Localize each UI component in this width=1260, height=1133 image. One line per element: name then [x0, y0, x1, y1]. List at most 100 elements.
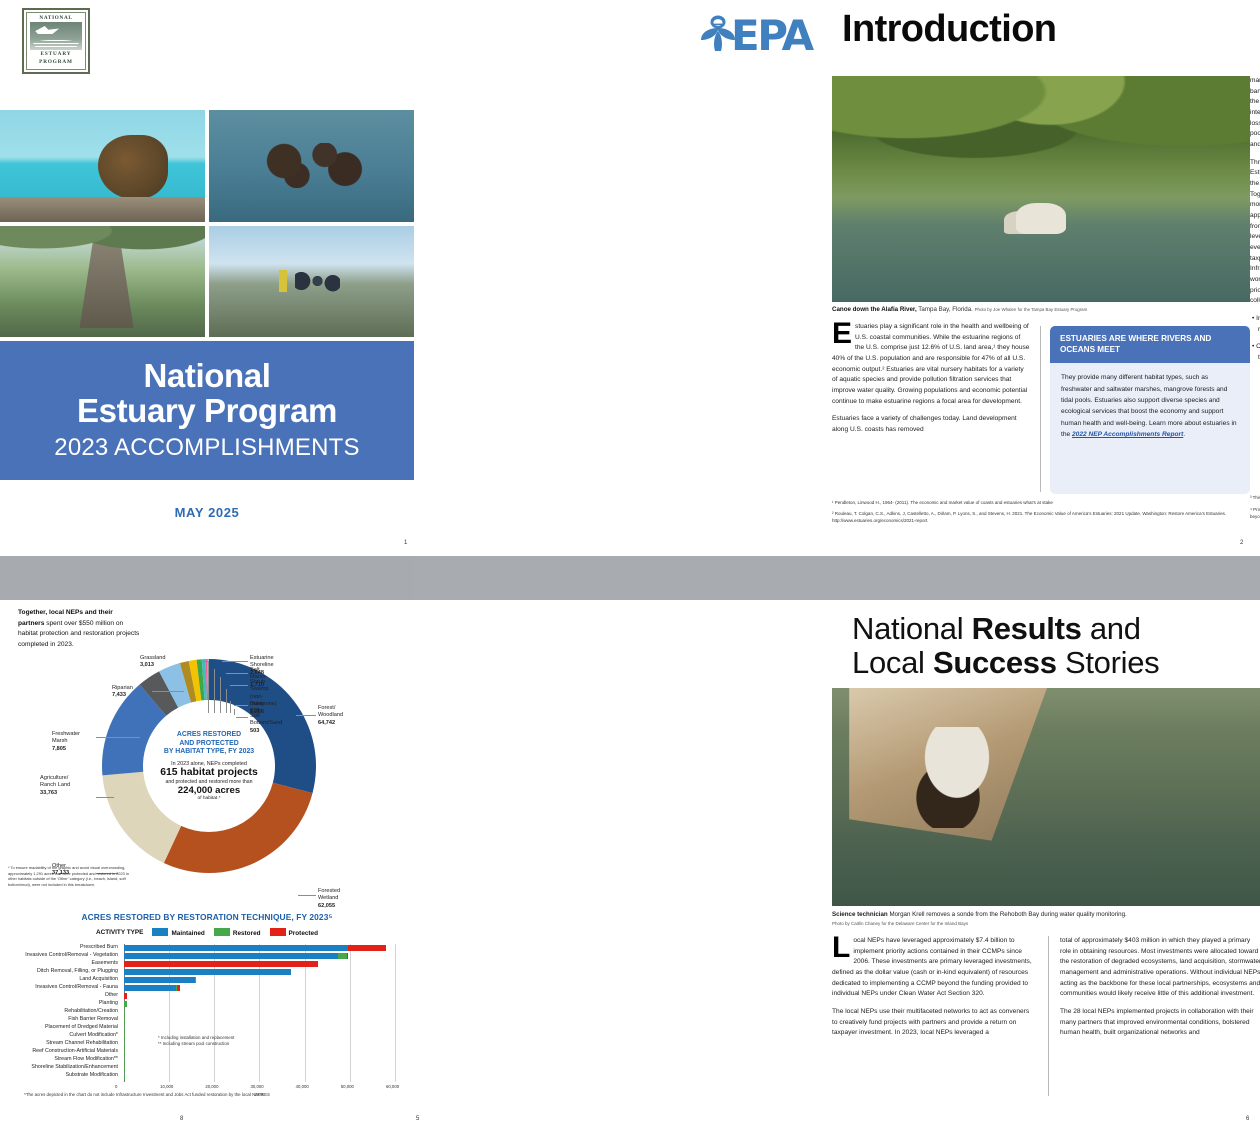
bar-segment-maintained [124, 944, 349, 951]
results-page: National Results and Local Success Stori… [414, 600, 1260, 1133]
bar-row [124, 1024, 404, 1031]
bar-segment-restored [124, 1024, 125, 1031]
donut-leader-line [298, 895, 316, 896]
results-body-column-e: total of approximately $403 million in w… [1060, 937, 1260, 1037]
bar-xtick: 40,000 [295, 1084, 309, 1089]
bar-segment-protected [348, 944, 387, 951]
bar-segment-protected [177, 984, 180, 991]
bar-chart-legend: ACTIVITY TYPE Maintained Restored Protec… [0, 928, 414, 937]
callout-link[interactable]: 2022 NEP Accomplishments Report [1072, 430, 1184, 438]
cover-title-band: National Estuary Program 2023 ACCOMPLISHM… [0, 341, 414, 480]
donut-label-forested-wetland: Forested Wetland 62,055 [318, 888, 341, 909]
donut-leader-vertical [220, 677, 221, 713]
intro-body-column-a: Estuaries play a significant role in the… [832, 317, 1030, 434]
bar-note: * Including installation and replacement [158, 1035, 235, 1041]
bar-row [124, 984, 404, 991]
donut-leader-line [96, 797, 114, 798]
caption-canoe: Canoe down the Alafia River, Tampa Bay, … [832, 306, 1088, 313]
bar-chart-title: ACRES RESTORED BY RESTORATION TECHNIQUE,… [81, 912, 333, 922]
bar-xtick: 30,000 [250, 1084, 264, 1089]
spread-introduction: NATIONAL ESTUARY PROGRAM National Estuary … [0, 0, 1260, 556]
bar-row [124, 976, 404, 983]
donut-leader-vertical [214, 669, 215, 713]
page-number-6: 6 [1246, 1116, 1250, 1122]
bar-row [124, 1072, 404, 1079]
nep-logo-top-text: NATIONAL [39, 15, 73, 21]
cover-page: NATIONAL ESTUARY PROGRAM National Estuary … [0, 0, 414, 556]
bar-segment-restored [124, 1056, 125, 1063]
bar-xtick: 20,000 [205, 1084, 219, 1089]
legend-activity-type-label: ACTIVITY TYPE [95, 929, 144, 936]
bar-row [124, 1048, 404, 1055]
donut-leader-line [226, 673, 248, 674]
donut-slice-5 [159, 663, 192, 708]
donut-chart-habitat: ACRES RESTORED AND PROTECTED BY HABITAT TY… [100, 657, 318, 875]
bar-category-label: Invasives Control/Removal - Vegetation [25, 952, 118, 958]
charts-page: Together, local NEPs and their partners … [0, 600, 414, 1133]
donut-label-grassland: Grassland 3,013 [140, 655, 166, 669]
bar-category-label: Prescribed Burn [80, 944, 118, 950]
bar-note: ** Including stream pool construction [158, 1041, 230, 1047]
bar-gridline [259, 944, 261, 1082]
footnotes-left: ¹ Pendleton, Linwood H., 1964- (2011). T… [832, 500, 1227, 523]
bar-row [124, 944, 404, 951]
donut-slice-10 [205, 659, 209, 701]
donut-label-freshwater-marsh: Freshwater Marsh 7,805 [52, 731, 80, 752]
spread-separator [0, 556, 1260, 600]
bar-category-label: Easements [91, 960, 119, 966]
donut-footnote: * To ensure readability of the graphic a… [8, 865, 129, 887]
photo-tide-pool [209, 225, 414, 337]
column-rule-c [1048, 936, 1049, 1096]
column-rule-a [1040, 326, 1041, 492]
donut-leader-line [236, 717, 248, 718]
nep-logo: NATIONAL ESTUARY PROGRAM [22, 8, 90, 74]
donut-center-line2: and protected and restored more than [165, 778, 253, 785]
photo-sea-otters [209, 110, 414, 222]
page-number-2: 2 [1240, 540, 1244, 546]
spread-results: Together, local NEPs and their partners … [0, 600, 1260, 1133]
donut-label-shrub-swamp-non-mangrove: Shrub Swamp (non-mangrove) 1,286 [250, 679, 277, 715]
photo-pelican [0, 110, 205, 222]
photo-canoe-alafia-river [832, 76, 1250, 302]
donut-intro-text: Together, local NEPs and their partners … [18, 609, 140, 649]
donut-leader-vertical [230, 701, 231, 713]
bar-category-label: Reef Construction-Artificial Materials [32, 1048, 118, 1054]
bar-category-label: Shoreline Stabilization/Enhancement [31, 1064, 118, 1070]
donut-label-dune: Dune 618 [250, 701, 264, 715]
bar-gridline [394, 944, 396, 1082]
callout-estuaries: ESTUARIES ARE WHERE RIVERS AND OCEANS ME… [1050, 326, 1250, 494]
bar-category-label: Other [104, 992, 118, 998]
donut-slice-9 [201, 659, 207, 701]
bar-category-label: Stream Channel Rehabilitation [46, 1040, 118, 1046]
nep-logo-art [30, 22, 82, 51]
donut-label-other: Other 37,133 [52, 863, 70, 877]
results-body-column-d: Local NEPs have leveraged approximately … [832, 931, 1032, 1037]
donut-leader-vertical [226, 689, 227, 713]
results-title: National Results and Local Success Stori… [852, 611, 1160, 681]
donut-slice-3 [102, 684, 167, 776]
page-number-5: 5 [416, 1116, 420, 1122]
donut-leader-line [96, 873, 118, 874]
donut-leader-line [230, 685, 248, 686]
bar-category-label: Ditch Removal, Filling, or Plugging [37, 968, 118, 974]
bar-row [124, 952, 404, 959]
bar-segment-protected [124, 992, 127, 999]
epa-logo: EPA [697, 10, 814, 60]
bar-segment-protected [124, 960, 319, 967]
caption-science-technician: Science technician Morgan Krell removes … [832, 911, 1127, 927]
donut-leader-line [96, 737, 140, 738]
bar-category-label: Fish Barrier Removal [68, 1016, 118, 1022]
donut-slice-1 [163, 782, 313, 873]
bar-axis-label: ACRES [255, 1092, 270, 1097]
bar-segment-restored [124, 1072, 125, 1079]
bar-category-label: Substrate Modification [65, 1072, 118, 1078]
donut-leader-line [200, 661, 208, 662]
bar-segment-maintained [124, 952, 338, 959]
bar-segment-maintained [124, 976, 195, 983]
footnotes-right: ³ This figure includes 1,921,169 acres o… [1250, 495, 1260, 519]
bar-category-label: Placement of Dredged Material [44, 1024, 118, 1030]
bar-row [124, 1008, 404, 1015]
page-number-8: 8 [180, 1116, 184, 1122]
bar-segment-maintained [124, 984, 177, 991]
donut-slice-2 [102, 771, 182, 864]
